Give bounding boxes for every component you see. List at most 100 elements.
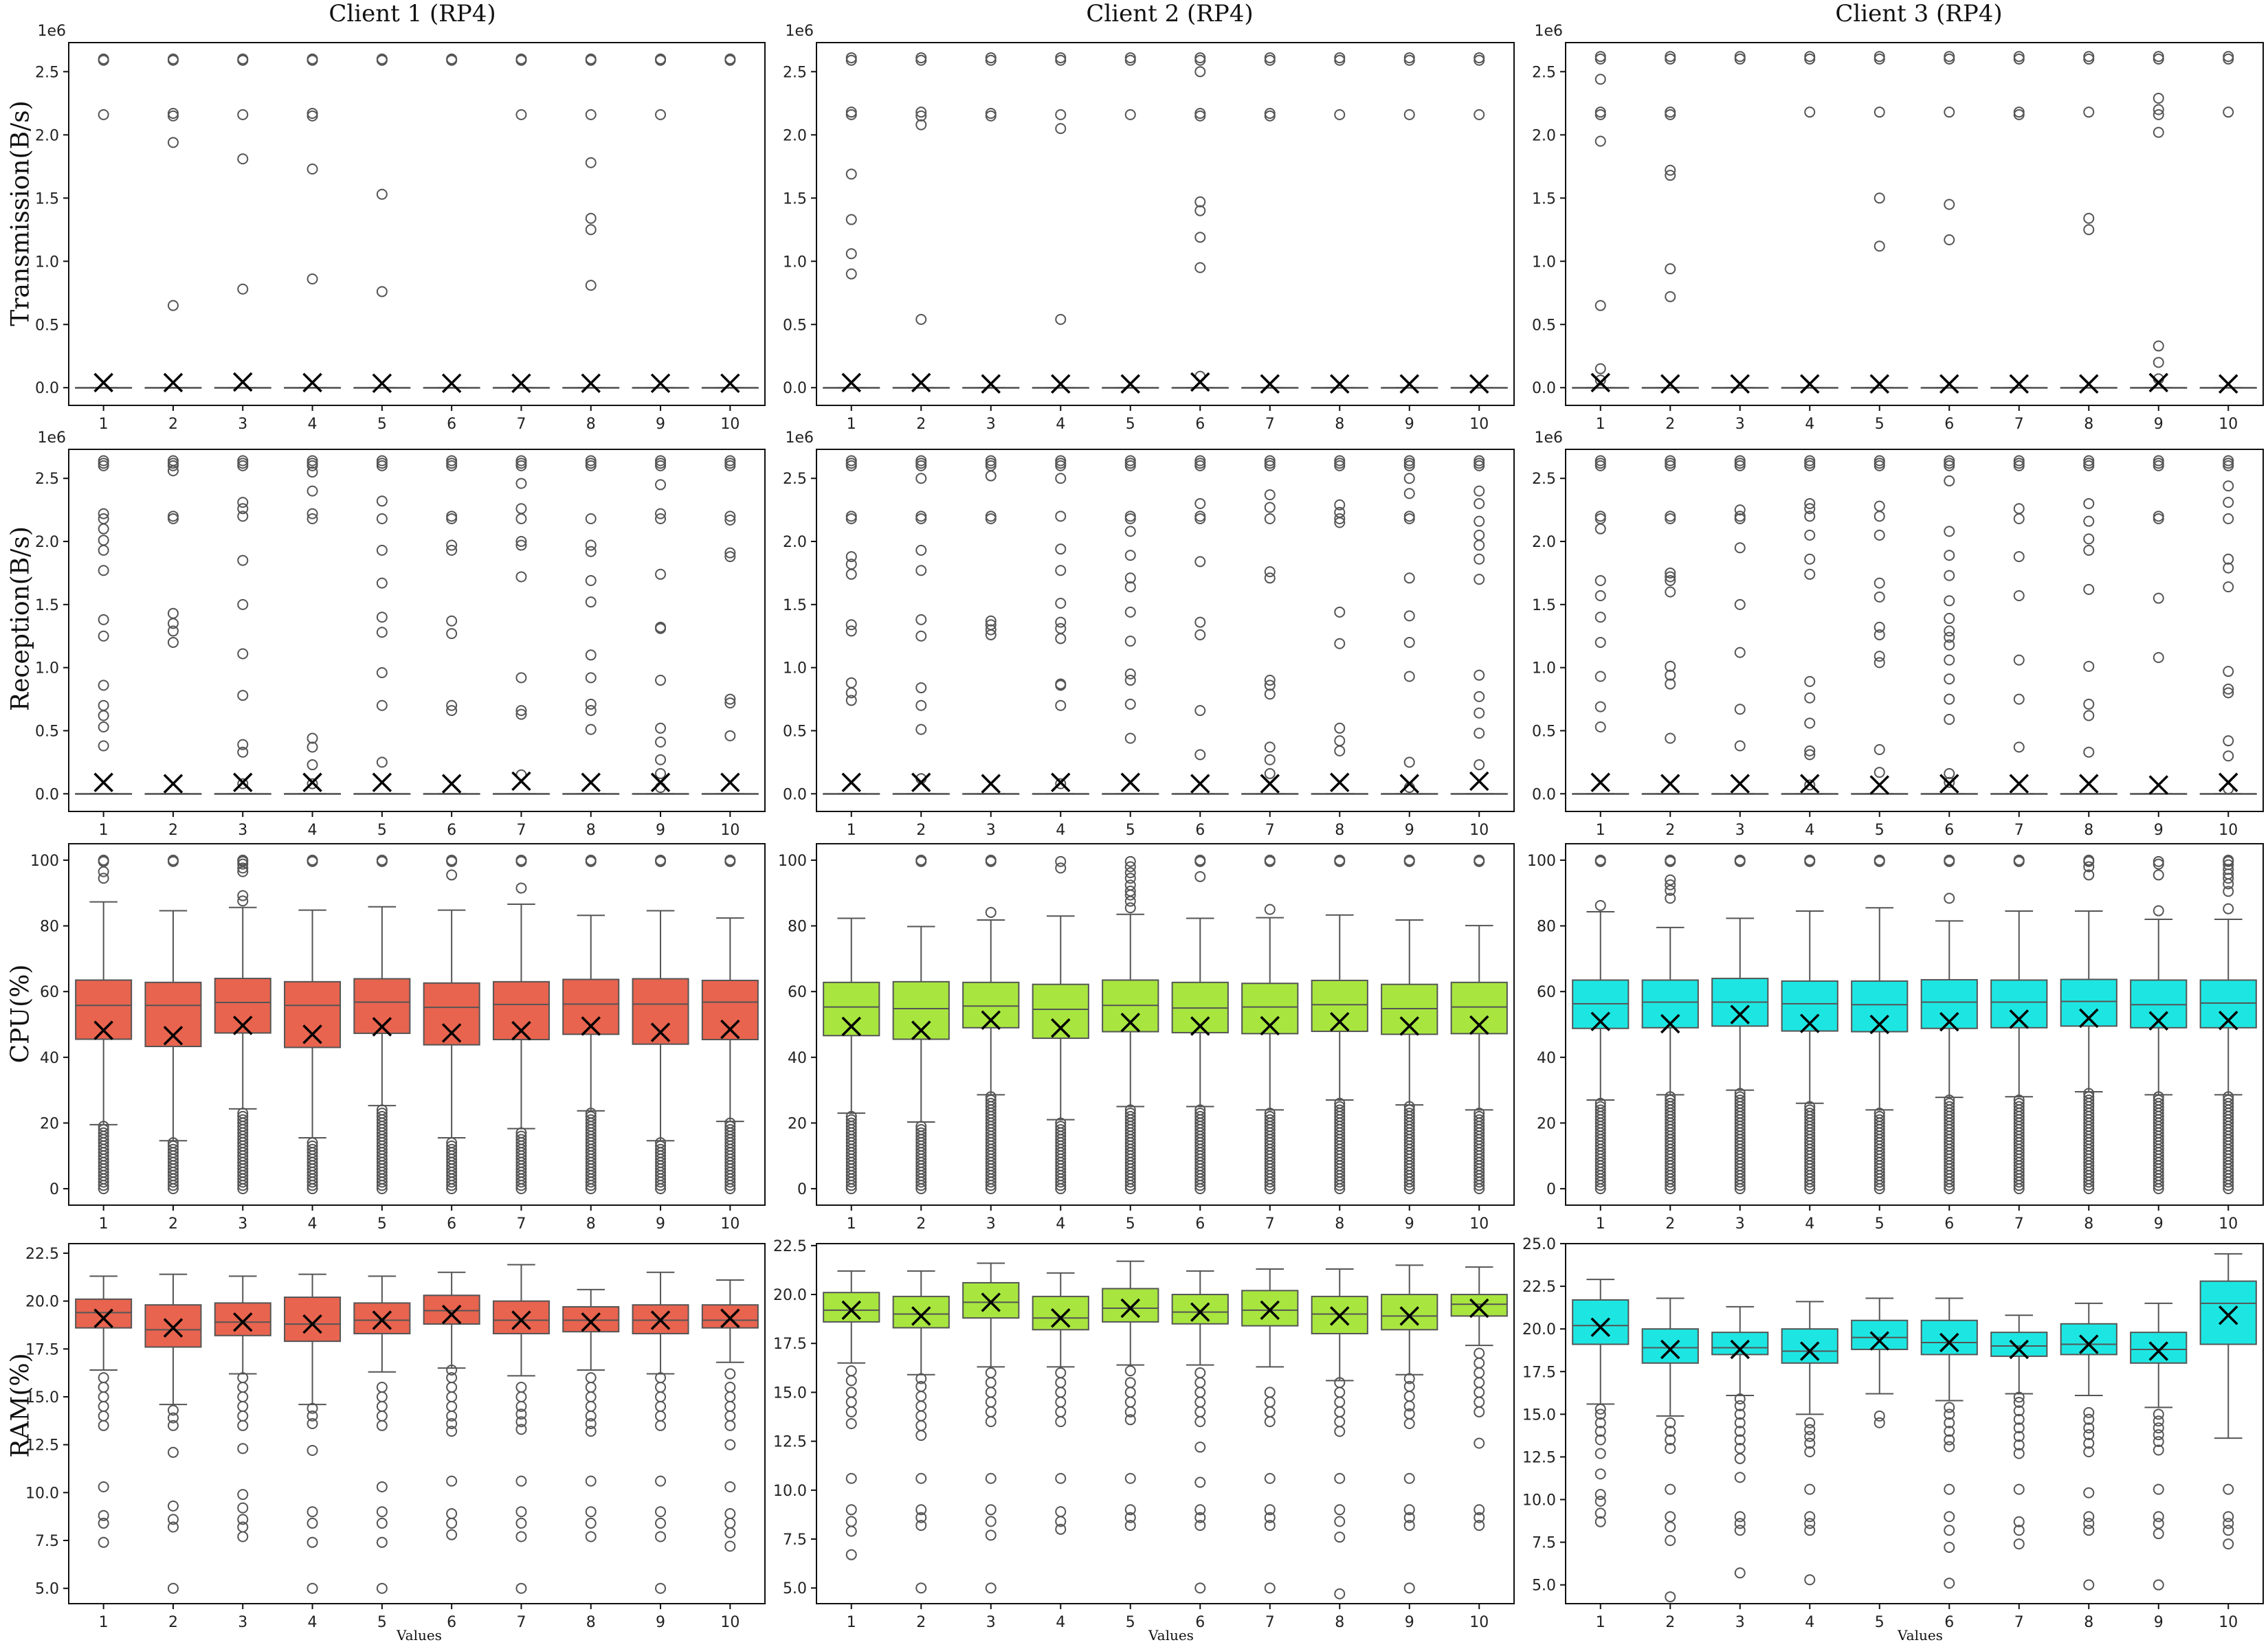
mean-marker	[1190, 774, 1210, 794]
outlier-point	[915, 614, 927, 625]
mean-marker-stroke	[1800, 1341, 1820, 1361]
outlier-point	[2083, 455, 2095, 467]
outlier-point	[1403, 511, 1415, 522]
outlier-point	[655, 1531, 667, 1543]
outlier-point	[1734, 504, 1746, 516]
outlier-point	[845, 1375, 857, 1387]
y-tick-label: 0.5	[783, 317, 807, 334]
box-5	[1851, 1297, 1909, 1428]
mean-marker	[1730, 374, 1750, 394]
outlier-point	[655, 1391, 667, 1402]
outlier-point	[724, 1117, 736, 1129]
mean-marker-stroke	[1190, 774, 1210, 794]
outlier-point	[1334, 1588, 1346, 1600]
outlier-point	[1804, 1511, 1816, 1523]
outlier-point	[376, 1410, 388, 1422]
outlier-point	[1734, 647, 1746, 658]
outlier-point	[1874, 744, 1885, 756]
outlier-point	[1734, 542, 1746, 554]
x-tick-label: 9	[656, 1614, 665, 1631]
outlier-point	[446, 544, 458, 556]
outlier-point	[1665, 455, 1676, 467]
y-tick-label: 0	[1546, 1181, 1556, 1198]
box-4	[1781, 1301, 1838, 1586]
outlier-point	[1944, 234, 1955, 245]
mean-marker-stroke	[233, 1016, 253, 1035]
x-tick-label: 2	[168, 1614, 178, 1631]
mean-marker-stroke	[163, 372, 184, 393]
outlier-point	[2013, 1413, 2025, 1425]
outlier-point	[1055, 1124, 1067, 1136]
outlier-point	[655, 1517, 667, 1529]
outlier-point	[237, 895, 249, 907]
outlier-point	[98, 740, 109, 752]
iqr-box	[701, 1304, 759, 1329]
mean-marker	[1869, 374, 1889, 394]
outlier-point	[1403, 52, 1415, 64]
outlier-point	[845, 248, 857, 260]
iqr-box	[1241, 1290, 1299, 1327]
outlier-point	[1474, 515, 1485, 527]
outlier-point	[1474, 1387, 1485, 1398]
outlier-point	[1403, 1104, 1415, 1116]
mean-marker	[1800, 1013, 1820, 1033]
outlier-point	[2083, 1429, 2095, 1441]
y-tick-label: 2.5	[1532, 471, 1556, 488]
x-tick-label: 8	[1335, 416, 1344, 433]
outlier-point	[585, 1531, 597, 1543]
outlier-point	[1594, 854, 1606, 866]
outlier-point	[915, 1391, 927, 1402]
outlier-point	[1804, 1518, 1816, 1529]
mean-marker	[1120, 374, 1140, 394]
outlier-point	[1804, 1431, 1816, 1442]
outlier-point	[1055, 473, 1067, 484]
box-4	[1781, 455, 1838, 795]
outlier-point	[98, 1420, 109, 1431]
outlier-point	[307, 759, 318, 771]
outlier-point	[915, 1373, 927, 1384]
box-6	[1920, 1297, 1978, 1589]
x-tick-label: 1	[847, 1215, 856, 1233]
outlier-point	[1734, 1525, 1746, 1536]
outlier-point	[1334, 513, 1346, 524]
y-tick-label: 1.5	[783, 597, 807, 614]
outlier-point	[446, 539, 458, 551]
box-8	[2060, 51, 2117, 394]
y-tick-label: 0	[49, 1181, 59, 1198]
mean-marker	[1260, 1300, 1280, 1321]
box-7	[1241, 854, 1299, 1195]
outlier-point	[2083, 533, 2095, 545]
box-3	[214, 455, 271, 795]
outlier-point	[2223, 1511, 2234, 1523]
outlier-point	[985, 1367, 997, 1378]
outlier-point	[98, 1127, 109, 1138]
outlier-point	[1474, 1406, 1485, 1417]
outlier-point	[1403, 1582, 1415, 1594]
box-3	[962, 1262, 1020, 1594]
outlier-point	[1804, 1101, 1816, 1112]
outlier-point	[985, 470, 997, 482]
outlier-point	[1804, 455, 1816, 467]
outlier-point	[655, 513, 667, 524]
outlier-point	[2083, 1094, 2095, 1106]
outlier-point	[1403, 1472, 1415, 1484]
outlier-point	[845, 1114, 857, 1125]
outlier-point	[1264, 754, 1276, 765]
outlier-point	[1665, 1094, 1676, 1106]
outlier-point	[655, 1140, 667, 1152]
mean-marker-stroke	[841, 1300, 861, 1321]
iqr-box	[353, 978, 411, 1034]
outlier-point	[1665, 678, 1676, 690]
mean-marker-stroke	[1660, 1013, 1680, 1034]
box-9	[1381, 1264, 1438, 1594]
mean-marker	[2009, 1339, 2029, 1360]
mean-marker	[302, 772, 322, 793]
mean-marker-stroke	[1190, 372, 1210, 392]
box-7	[1241, 455, 1299, 795]
outlier-point	[376, 1400, 388, 1412]
mean-marker-stroke	[1590, 1317, 1610, 1337]
outlier-point	[2083, 1518, 2095, 1529]
outlier-point	[1055, 1506, 1067, 1518]
outlier-point	[2153, 1518, 2164, 1529]
mean-marker-stroke	[1051, 374, 1071, 394]
